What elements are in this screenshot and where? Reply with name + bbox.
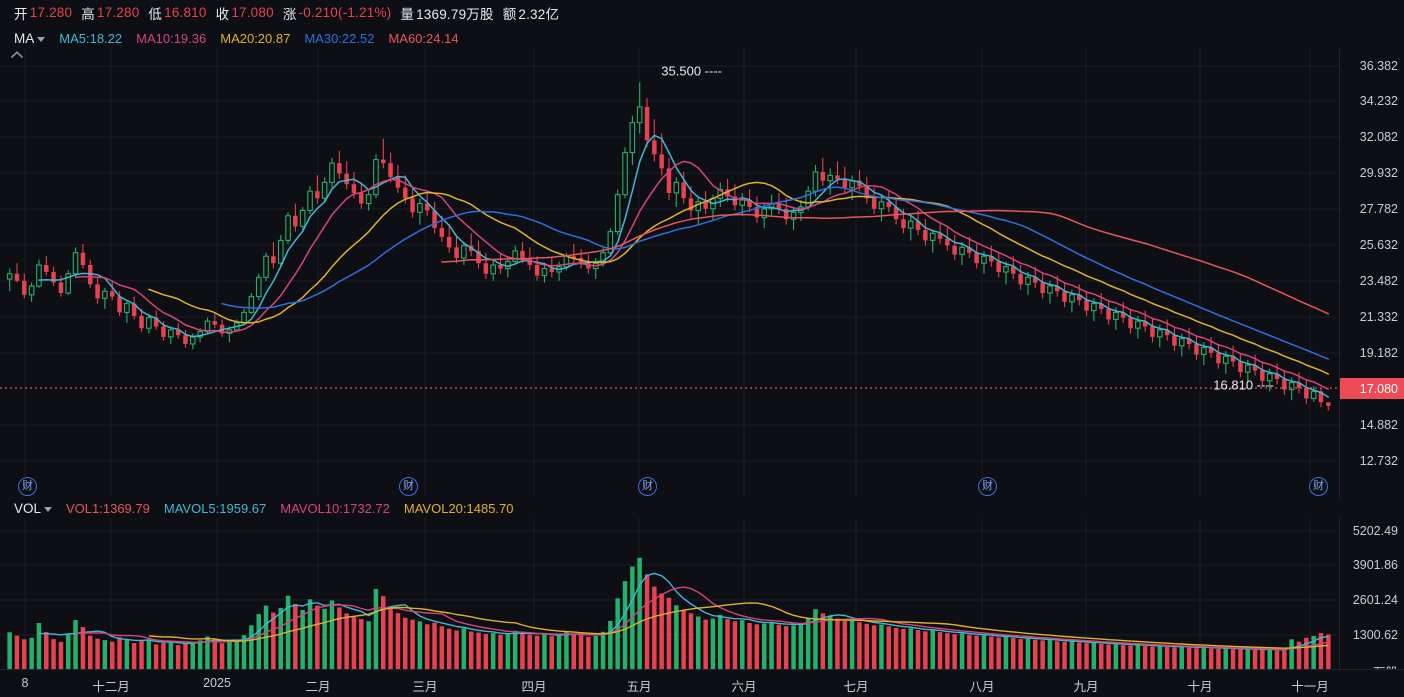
price-axis-label-5: 25.632: [1359, 238, 1398, 252]
quote-field-value-6: 2.32亿: [518, 6, 560, 22]
price-axis-label-8: 19.182: [1359, 346, 1398, 360]
financial-report-marker-icon-0[interactable]: 财: [18, 477, 37, 496]
financial-report-marker-icon-3[interactable]: 财: [978, 477, 997, 496]
quote-field-label-3: 收: [215, 6, 230, 22]
time-axis-label-0: 8: [21, 676, 29, 690]
quote-field-2: 低 16.810: [148, 3, 215, 23]
financial-report-marker-icon-2[interactable]: 财: [638, 477, 657, 496]
vol-legend-item-0: VOL1:1369.79: [66, 500, 150, 516]
quote-field-label-1: 高: [81, 6, 95, 22]
chevron-up-icon[interactable]: [11, 50, 23, 59]
volume-axis-label-0: 5202.49: [1352, 524, 1398, 538]
quote-field-label-6: 额: [502, 6, 517, 22]
ma-legend-items: MA5:18.22 MA10:19.36 MA20:20.87 MA30:22.52 M…: [59, 31, 472, 46]
current-price-badge: 17.080: [1340, 378, 1404, 399]
quote-field-label-5: 量: [400, 6, 415, 22]
vol-legend-item-1: MAVOL5:1959.67: [163, 500, 267, 516]
chevron-down-icon-vol[interactable]: [44, 506, 53, 512]
quote-field-5: 量 1369.79万股: [400, 3, 502, 23]
price-axis-label-2: 32.082: [1359, 130, 1398, 144]
ma-legend: MA MA5:18.22 MA10:19.36 MA20:20.87 MA30:22.…: [0, 27, 1404, 49]
ma-legend-item-3: MA30:22.52: [304, 30, 375, 46]
time-axis: 8 十二月 2025 二月 三月 四月 五月 六月 七月 八月 九月 十月 十一月: [0, 669, 1404, 697]
quote-field-label-2: 低: [148, 6, 163, 22]
time-axis-label-6: 五月: [626, 680, 652, 694]
time-axis-label-5: 四月: [521, 680, 547, 694]
time-axis-label-4: 三月: [412, 680, 438, 694]
price-axis-label-3: 29.932: [1359, 166, 1398, 180]
volume-axis-label-1: 3901.86: [1352, 558, 1398, 572]
quote-field-1: 高 17.280: [81, 3, 148, 23]
financial-report-marker-icon-1[interactable]: 财: [399, 477, 418, 496]
vol-indicator-label[interactable]: VOL: [14, 500, 42, 516]
quote-field-value-5: 1369.79万股: [416, 6, 494, 22]
quote-field-value-1: 17.280: [96, 5, 140, 20]
quote-field-4: 涨 -0.210(-1.21%): [283, 3, 401, 23]
chevron-down-icon[interactable]: [37, 36, 46, 42]
quote-field-value-3: 17.080: [231, 5, 274, 20]
price-axis-label-1: 34.232: [1359, 94, 1398, 108]
price-axis-label-6: 23.482: [1359, 274, 1398, 288]
ma-legend-item-4: MA60:24.14: [388, 30, 459, 46]
time-axis-label-11: 十月: [1187, 680, 1213, 694]
volume-axis-label-2: 2601.24: [1352, 593, 1398, 607]
ma-indicator-label[interactable]: MA: [14, 30, 35, 46]
price-axis-label-0: 36.382: [1359, 59, 1398, 73]
quote-field-label-4: 涨: [282, 6, 297, 22]
volume-axis-label-3: 1300.62: [1352, 628, 1398, 642]
quote-field-value-4: -0.210(-1.21%): [298, 5, 392, 20]
time-axis-label-7: 六月: [731, 680, 757, 694]
vol-legend-item-3: MAVOL20:1485.70: [403, 500, 514, 516]
high-price-annotation: 35.500 ----: [661, 63, 722, 79]
time-axis-label-2: 2025: [203, 676, 231, 690]
low-price-annotation: 16.810 ----: [1213, 377, 1274, 393]
time-axis-label-10: 九月: [1073, 680, 1099, 694]
price-chart-pane[interactable]: [0, 49, 1340, 495]
quote-field-label-0: 开: [14, 6, 28, 22]
volume-chart-pane[interactable]: [0, 518, 1340, 670]
quote-header: 开 17.280 高 17.280 低 16.810 收 17.080 涨 -0.210(-1.2…: [0, 0, 1404, 25]
price-axis-label-9: 14.882: [1359, 418, 1398, 432]
time-axis-label-1: 十二月: [92, 680, 130, 694]
time-axis-label-12: 十一月: [1291, 680, 1329, 694]
time-axis-label-3: 二月: [305, 680, 331, 694]
ma-legend-item-1: MA10:19.36: [136, 30, 207, 46]
time-axis-label-9: 八月: [969, 680, 995, 694]
price-axis-label-7: 21.332: [1359, 310, 1398, 324]
vol-legend-items: VOL1:1369.79 MAVOL5:1959.67 MAVOL10:1732.7…: [66, 501, 528, 516]
quote-field-6: 额 2.32亿: [503, 3, 568, 23]
quote-field-3: 收 17.080: [216, 3, 283, 23]
quote-field-0: 开 17.280: [14, 3, 81, 23]
ma-legend-item-2: MA20:20.87: [220, 30, 291, 46]
financial-report-marker-icon-4[interactable]: 财: [1309, 477, 1328, 496]
volume-legend: VOL VOL1:1369.79 MAVOL5:1959.67 MAVOL10:17…: [0, 498, 1340, 518]
price-axis-label-4: 27.782: [1359, 202, 1398, 216]
price-axis: 36.382 34.232 32.082 29.932 27.782 25.632 23.4…: [1339, 49, 1404, 680]
time-axis-label-8: 七月: [843, 680, 869, 694]
quote-field-value-2: 16.810: [164, 5, 207, 20]
ma-legend-item-0: MA5:18.22: [59, 30, 123, 46]
quote-field-value-0: 17.280: [29, 5, 73, 20]
price-axis-label-10: 12.732: [1359, 454, 1398, 468]
vol-legend-item-2: MAVOL10:1732.72: [280, 500, 390, 516]
